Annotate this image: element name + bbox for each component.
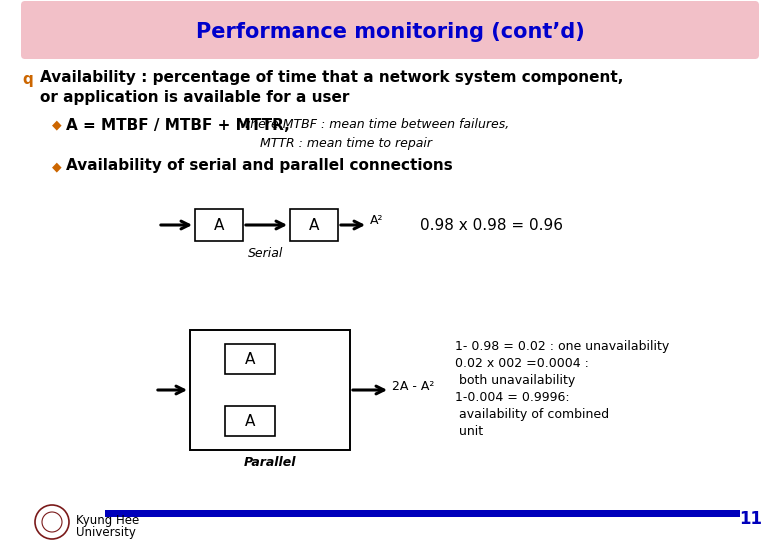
Text: Availability of serial and parallel connections: Availability of serial and parallel conn… (66, 158, 452, 173)
Bar (290, 209, 338, 241)
Text: 0.98 x 0.98 = 0.96: 0.98 x 0.98 = 0.96 (420, 218, 563, 233)
Text: Serial: Serial (248, 247, 284, 260)
Text: 1-0.004 = 0.9996:: 1-0.004 = 0.9996: (455, 391, 569, 404)
Text: A: A (309, 218, 319, 233)
Text: ◆: ◆ (52, 118, 62, 131)
Text: Availability : percentage of time that a network system component,: Availability : percentage of time that a… (40, 70, 623, 85)
Text: 1- 0.98 = 0.02 : one unavailability: 1- 0.98 = 0.02 : one unavailability (455, 340, 669, 353)
Text: unit: unit (455, 425, 483, 438)
Text: MTTR : mean time to repair: MTTR : mean time to repair (260, 137, 432, 150)
Text: University: University (76, 526, 136, 539)
Text: ◆: ◆ (52, 160, 62, 173)
FancyBboxPatch shape (21, 1, 759, 59)
Bar (195, 209, 243, 241)
Text: q: q (22, 72, 33, 87)
Text: or application is available for a user: or application is available for a user (40, 90, 349, 105)
Bar (105, 510, 740, 517)
Text: 11: 11 (739, 510, 762, 528)
Text: Kyung Hee: Kyung Hee (76, 514, 140, 527)
Text: 0.02 x 002 =0.0004 :: 0.02 x 002 =0.0004 : (455, 357, 589, 370)
Text: where MTBF : mean time between failures,: where MTBF : mean time between failures, (236, 118, 509, 131)
Text: A = MTBF / MTBF + MTTR,: A = MTBF / MTBF + MTTR, (66, 118, 289, 133)
Text: A: A (245, 352, 255, 367)
Circle shape (35, 505, 69, 539)
Bar (225, 406, 275, 436)
Text: A: A (245, 414, 255, 429)
Text: Performance monitoring (cont’d): Performance monitoring (cont’d) (196, 22, 584, 42)
Text: both unavailability: both unavailability (455, 374, 576, 387)
Text: A: A (214, 218, 224, 233)
Text: A²: A² (370, 214, 384, 227)
Text: availability of combined: availability of combined (455, 408, 609, 421)
Circle shape (42, 512, 62, 532)
Bar (190, 330, 350, 450)
Bar (225, 344, 275, 374)
Text: Parallel: Parallel (243, 456, 296, 469)
Text: 2A - A²: 2A - A² (392, 380, 434, 393)
